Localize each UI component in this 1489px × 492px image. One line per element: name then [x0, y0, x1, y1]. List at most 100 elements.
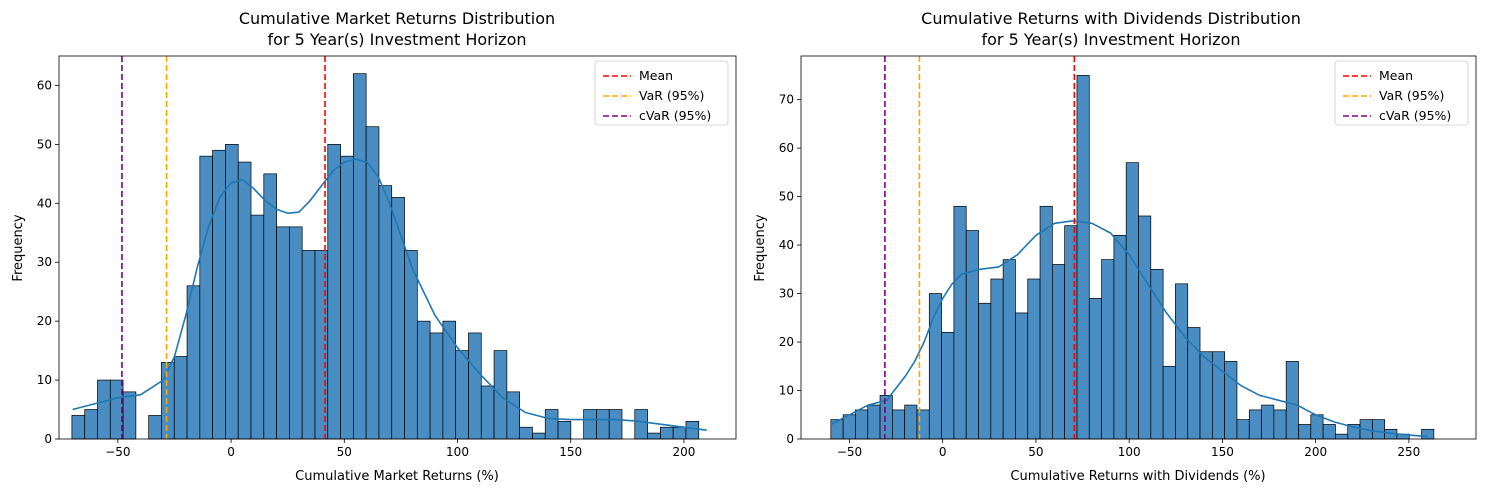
y-tick-label: 30: [37, 255, 52, 269]
kde-line: [72, 158, 707, 431]
histogram-bar: [842, 414, 856, 440]
legend-box: [1334, 60, 1469, 126]
y-tick-label: 40: [37, 196, 52, 210]
histogram-bar: [97, 379, 111, 440]
legend-label: VaR (95%): [639, 88, 704, 103]
histogram-bar: [1371, 419, 1385, 440]
histogram-bar: [1052, 264, 1066, 440]
x-ticks: −50 0 50 100 150 200: [105, 439, 695, 459]
y-ticks: 0 10 20 30 40 50 60: [37, 78, 59, 446]
histogram-bar: [1125, 162, 1139, 440]
histogram-bar: [327, 144, 341, 440]
y-tick-label: 50: [37, 137, 52, 151]
y-tick-label: 20: [779, 335, 794, 349]
y-tick-label: 40: [779, 238, 794, 252]
histogram-bar: [608, 409, 623, 440]
histogram-bar: [186, 285, 201, 440]
legend-label: Mean: [639, 68, 673, 83]
x-tick-label: 200: [672, 445, 695, 459]
y-tick-label: 0: [44, 432, 52, 446]
histogram-bar: [250, 214, 265, 440]
histogram-bar: [978, 302, 992, 440]
histogram-bar: [1322, 424, 1336, 440]
histogram-bar: [1199, 351, 1213, 440]
histogram-bar: [596, 409, 610, 440]
histogram-bar: [941, 331, 955, 440]
chart-title-line-2: for 5 Year(s) Investment Horizon: [267, 30, 526, 49]
histogram-bar: [416, 320, 431, 440]
chart-title-line-1: Cumulative Market Returns Distribution: [239, 9, 555, 28]
histogram-bar: [468, 332, 482, 440]
x-tick-label: 150: [1211, 445, 1234, 459]
y-tick-label: 0: [786, 432, 794, 446]
histogram-bar: [340, 155, 354, 440]
y-tick-label: 10: [37, 373, 52, 387]
histogram-bar: [352, 73, 367, 440]
x-tick-label: 150: [559, 445, 582, 459]
histogram-bar: [1421, 428, 1435, 440]
histogram-bar: [892, 409, 906, 440]
histogram-bar: [161, 362, 175, 440]
histogram-bar: [1310, 414, 1324, 440]
histogram-bars: [830, 75, 1435, 440]
chart-title-line-1: Cumulative Returns with Dividends Distri…: [921, 9, 1301, 28]
histogram-bar: [830, 419, 844, 440]
histogram-bar: [990, 278, 1004, 440]
histogram-bar: [519, 426, 533, 440]
x-tick-label: 200: [1304, 445, 1327, 459]
x-tick-label: 0: [227, 445, 235, 459]
legend-label: VaR (95%): [1379, 88, 1444, 103]
histogram-bar: [429, 332, 444, 440]
x-tick-label: 250: [1397, 445, 1420, 459]
y-tick-label: 60: [779, 141, 794, 155]
histogram-bar: [1138, 215, 1152, 440]
x-tick-label: 100: [446, 445, 469, 459]
y-tick-label: 10: [779, 384, 794, 398]
x-tick-label: 0: [939, 445, 947, 459]
x-tick-label: 100: [1118, 445, 1141, 459]
x-axis-label: Cumulative Market Returns (%): [295, 469, 499, 484]
histogram-bar: [855, 409, 869, 440]
plot-frame: [58, 55, 737, 440]
histogram-bar: [391, 197, 405, 440]
histogram-bars: [71, 73, 700, 440]
histogram-bar: [557, 420, 572, 440]
histogram-bar: [263, 173, 277, 440]
histogram-bar: [442, 320, 457, 440]
legend-label: cVaR (95%): [1379, 108, 1451, 123]
y-axis-label: Frequency: [753, 214, 768, 281]
kde-curve: [830, 220, 1428, 438]
histogram-bar: [904, 404, 918, 440]
histogram-bar: [455, 350, 469, 440]
histogram-bar: [480, 385, 495, 440]
histogram-bar: [1002, 259, 1016, 440]
histogram-bar: [1236, 419, 1250, 440]
histogram-bar: [84, 409, 98, 440]
histogram-bar: [634, 409, 648, 440]
histogram-bar: [1150, 268, 1164, 440]
y-tick-label: 50: [779, 190, 794, 204]
reference-lines: [121, 56, 326, 439]
histogram-bar: [1088, 298, 1102, 440]
histogram-bar: [237, 161, 252, 440]
y-ticks: 0 10 20 30 40 50 60 70: [779, 93, 801, 446]
histogram-bar: [148, 415, 162, 440]
histogram-bar: [289, 226, 303, 440]
histogram-bar: [1273, 409, 1287, 440]
histogram-bar: [301, 250, 316, 440]
histogram-bar: [532, 432, 546, 440]
x-tick-label: 50: [337, 445, 352, 459]
chart-dividend-returns: Cumulative Returns with Dividends Distri…: [753, 9, 1477, 484]
histogram-bar: [1015, 312, 1029, 440]
histogram-bar: [1261, 404, 1275, 440]
histogram-bar: [1175, 283, 1189, 440]
x-tick-label: −50: [837, 445, 862, 459]
histogram-bar: [867, 404, 881, 440]
histogram-bar: [71, 415, 86, 440]
y-tick-label: 60: [37, 78, 52, 92]
histogram-bar: [1285, 361, 1299, 440]
histogram-bar: [544, 409, 559, 440]
histogram-bar: [965, 230, 979, 440]
x-ticks: −50 0 50 100 150 200 250: [837, 439, 1420, 459]
